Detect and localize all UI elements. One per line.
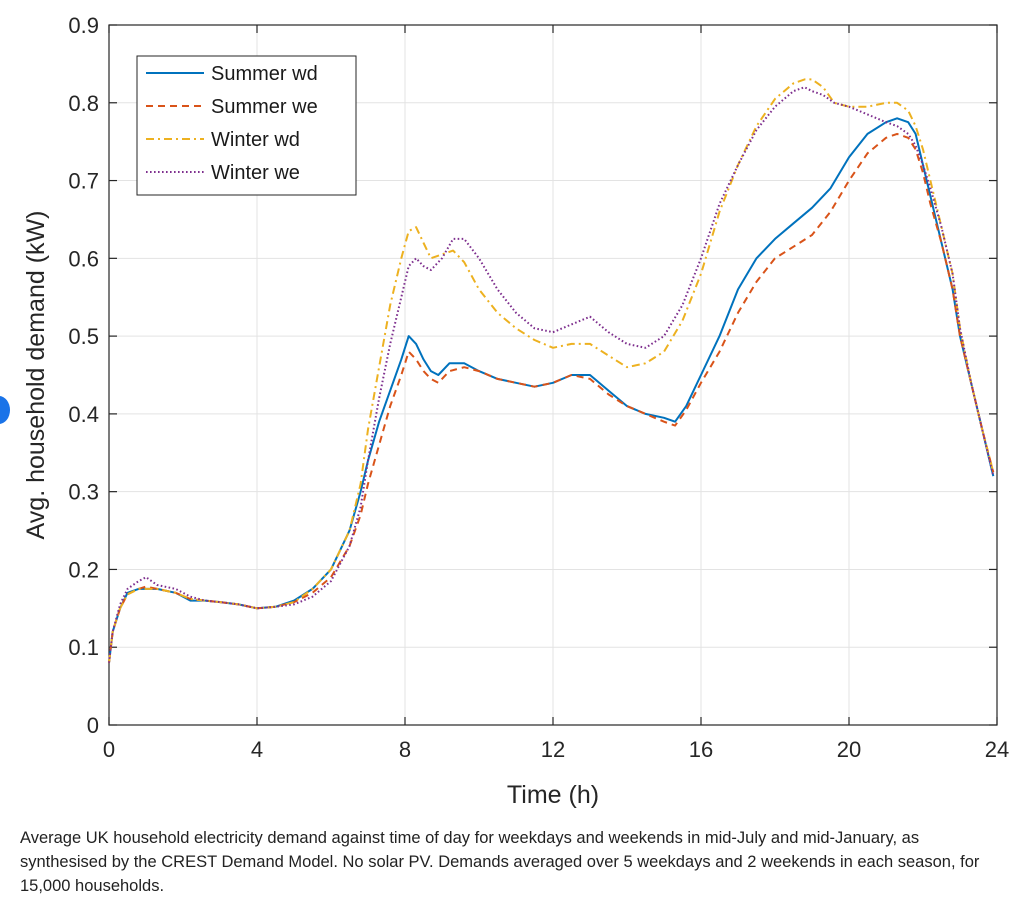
x-tick-label: 20 [837,737,861,762]
series-line-summer-we [108,132,995,663]
y-tick-label: 0.9 [68,13,99,38]
legend: Summer wd Summer we Winter wd Winter we [136,55,357,196]
y-tick-label: 0 [87,713,99,738]
line-chart: 0 4 8 12 16 20 2400.10.20.30.40.50.60.70.80.9 … [22,13,1009,809]
x-tick-label: 4 [251,737,263,762]
axis-ticks: 0 4 8 12 16 20 24 0 0.1 0.2 0.3 0.4 0.5 0.6 0.7 0.8 0.9 [68,13,1009,762]
edge-indicator-dot [0,396,10,424]
legend-box [136,55,357,196]
figure-caption: Average UK household electricity demand … [20,829,980,895]
x-tick-label: 0 [103,737,115,762]
legend-label: Summer we [211,96,318,118]
y-tick-label: 0.6 [68,246,99,271]
legend-label: Summer wd [211,63,318,85]
y-tick-label: 0.5 [68,324,99,349]
series-line-winter-we [108,86,995,663]
series-lines [108,78,995,663]
y-tick-label: 0.2 [68,557,99,582]
x-tick-label: 12 [541,737,565,762]
x-tick-label: 8 [399,737,411,762]
x-axis-title: Time (h) [507,781,599,809]
y-tick-label: 0.4 [68,402,99,427]
y-tick-label: 0.8 [68,91,99,116]
y-tick-label: 0.1 [68,635,99,660]
series-line-summer-wd [108,117,995,663]
legend-label: Winter we [211,162,300,184]
x-tick-label: 16 [689,737,713,762]
y-axis-title: Avg. household demand (kW) [22,211,50,540]
x-tick-label: 24 [985,737,1009,762]
series-line-winter-wd [108,78,995,663]
y-tick-label: 0.7 [68,169,99,194]
y-tick-label: 0.3 [68,480,99,505]
legend-label: Winter wd [211,129,300,151]
